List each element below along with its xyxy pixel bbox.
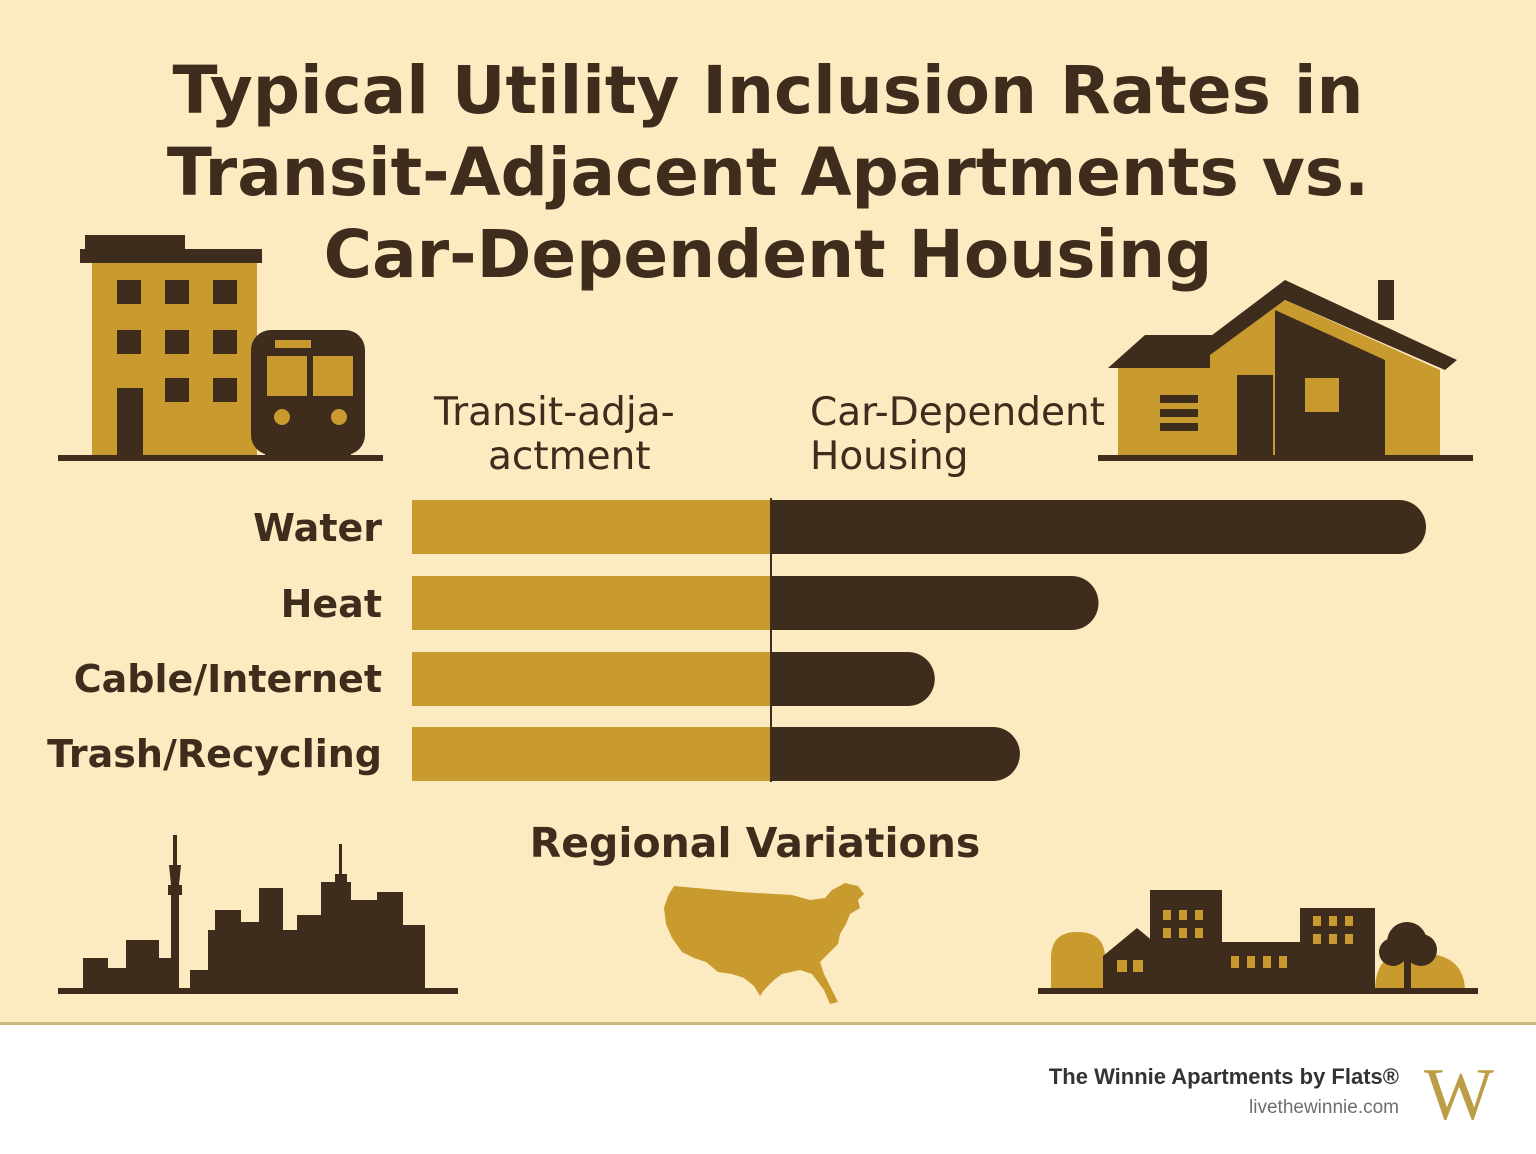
footer-url: livethewinnie.com (1249, 1097, 1399, 1118)
bar-car-dependent-heat (771, 576, 1099, 630)
chart-title-line-3: Car-Dependent Housing (323, 216, 1213, 293)
footer-brand: The Winnie Apartments by Flats® (1048, 1064, 1399, 1089)
category-label-trash-recycling: Trash/Recycling (47, 732, 382, 776)
transit-column-header-line-2: actment (488, 434, 651, 479)
bar-chart (412, 498, 1426, 782)
suburb-town-icon (1038, 890, 1478, 994)
bar-transit-cable-internet (412, 652, 771, 706)
center-axis-line (770, 498, 772, 782)
footer-logo: W (1424, 1054, 1494, 1136)
category-label-heat: Heat (280, 582, 382, 626)
house-icon (1098, 280, 1473, 461)
bar-transit-heat (412, 576, 771, 630)
us-map-icon (664, 883, 864, 1004)
category-label-cable-internet: Cable/Internet (73, 657, 382, 701)
poster-bottom-rule (0, 1022, 1536, 1025)
bar-car-dependent-cable-internet (771, 652, 935, 706)
chart-title-line-1: Typical Utility Inclusion Rates in (172, 52, 1364, 129)
apartment-building-and-bus-icon (58, 235, 383, 461)
category-label-water: Water (253, 506, 382, 550)
regional-variations-title: Regional Variations (529, 819, 981, 867)
bar-transit-trash-recycling (412, 727, 771, 781)
bar-car-dependent-water (771, 500, 1426, 554)
car-column-header-line-1: Car-Dependent (810, 390, 1105, 435)
bar-transit-water (412, 500, 771, 554)
car-column-header-line-2: Housing (810, 434, 969, 479)
chart-title-line-2: Transit-Adjacent Apartments vs. (166, 134, 1370, 211)
transit-column-header-line-1: Transit-adja- (434, 390, 675, 435)
bar-car-dependent-trash-recycling (771, 727, 1020, 781)
city-skyline-icon (58, 835, 458, 994)
